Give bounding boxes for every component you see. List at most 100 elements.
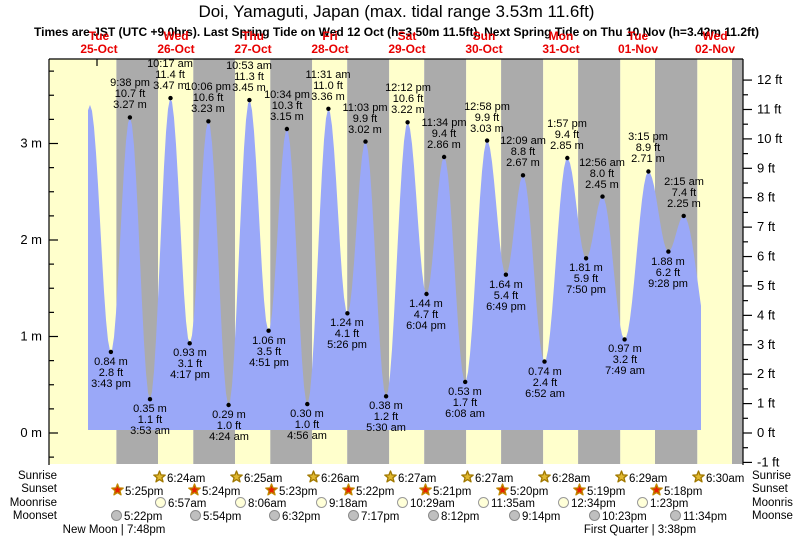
tide-label-line: 1:57 pm [547,118,587,130]
low-tide-label: 0.93 m 3.1 ft 4:17 pm [151,348,229,381]
day-weekday: Wed [702,29,728,43]
high-tide-label: 11:31 am 11.0 ft 3.36 m [289,70,367,103]
row-caption-sunset: Sunset [21,483,57,495]
low-tide-label: 1.24 m 4.1 ft 5:26 pm [308,318,386,351]
sunrise-item: 6:27am [461,470,513,486]
sunset-item: 5:25pm [111,483,163,499]
svg-text:2 m: 2 m [20,232,42,247]
moonset-item: 10:23pm [589,510,647,524]
sunrise-item: 6:30am [692,470,744,486]
row-caption-moonrise: Moonrise [9,497,57,509]
sunset-time: 5:19pm [587,486,626,498]
low-tide-label: 1.06 m 3.5 ft 4:51 pm [230,336,308,369]
sunrise-time: 6:26am [321,473,360,485]
high-tide-label: 11:34 pm 9.4 ft 2.86 m [405,118,483,151]
tide-label-line: 12:09 am [500,135,546,147]
tide-label-line: 6:08 am [445,408,485,420]
star-icon [153,470,166,483]
moonrise-item: 10:29am [397,497,455,511]
day-weekday: Sat [397,29,417,43]
tide-label-line: 0.29 m [212,409,246,421]
moonrise-icon [397,497,408,508]
star-icon [342,483,355,496]
moonrise-item: 6:57am [155,497,206,511]
tide-label-line: 4.1 ft [334,328,360,340]
sunset-item: 5:24pm [188,483,240,499]
sunset-item: 5:20pm [496,483,548,499]
day-date: 28-Oct [311,42,349,56]
high-tide-label: 1:57 pm 9.4 ft 2.85 m [528,119,606,152]
tide-label-line: 2.4 ft [532,377,558,389]
moonrise-item: 12:34pm [558,497,616,511]
moonrise-time: 9:18am [329,498,368,510]
moonrise-icon [316,497,327,508]
day-date: 31-Oct [542,42,580,56]
tide-label-line: 1.2 ft [373,411,399,423]
tide-label-line: 4:24 am [209,431,249,443]
tide-label-line: 3.2 ft [612,354,638,366]
moonrise-icon [155,497,166,508]
moonrise-icon [235,497,246,508]
svg-text:1 ft: 1 ft [757,396,775,411]
tide-label-line: 6:52 am [525,388,565,400]
day-date: 26-Oct [157,42,195,56]
moonset-time: 7:17pm [361,511,400,523]
sunset-time: 5:21pm [433,486,472,498]
tide-label-line: 8.0 ft [589,168,615,180]
low-tide-label: 1.88 m 6.2 ft 9:28 pm [629,257,707,290]
tide-extreme-dots [108,95,686,408]
tide-label-line: 10.7 ft [114,88,146,100]
moonset-time: 5:22pm [124,511,163,523]
high-tide-label: 12:58 pm 9.9 ft 3.03 m [448,102,526,135]
day-date: 29-Oct [388,42,426,56]
tide-label-line: 10:06 pm [185,81,231,93]
moonrise-item: 1:23pm [637,497,688,511]
low-tide-label: 0.53 m 1.7 ft 6:08 am [426,387,504,420]
tide-label-line: 3.15 m [270,111,304,123]
high-tide-label: 10:06 pm 10.6 ft 3.23 m [169,82,247,115]
tide-label-line: 2.8 ft [98,367,124,379]
tide-label-line: 9.4 ft [554,129,580,141]
sunset-item: 5:19pm [573,483,625,499]
tide-label-line: 1.81 m [569,262,603,274]
tide-label-line: 8.9 ft [635,142,661,154]
axes [48,58,744,465]
page-title: Doi, Yamaguti, Japan (max. tidal range 3… [198,2,595,21]
svg-text:9 ft: 9 ft [757,160,775,175]
tide-label-line: 2.71 m [631,153,665,165]
day-date: 27-Oct [234,42,272,56]
tide-label-line: 3.03 m [470,123,504,135]
tide-label-line: 5:26 pm [327,339,367,351]
moonset-icon [269,510,280,521]
tide-label-line: 0.35 m [133,403,167,415]
star-icon [538,470,551,483]
tide-label-line: 0.38 m [369,400,403,412]
sunset-time: 5:23pm [279,486,318,498]
high-tide-label: 10:53 am 11.3 ft 3.45 m [210,61,288,94]
day-date: 30-Oct [465,42,503,56]
moonset-icon [428,510,439,521]
moonrise-time: 1:23pm [650,498,689,510]
moonset-icon [589,510,600,521]
tide-label-line: 7:49 am [605,365,645,377]
tide-label-line: 0.97 m [608,343,642,355]
tide-label-line: 10:53 am [226,60,272,72]
low-tide-label: 0.38 m 1.2 ft 5:30 am [347,401,425,434]
day-date: 02-Nov [694,42,735,56]
svg-text:8 ft: 8 ft [757,190,775,205]
tide-label-line: 10:17 am [147,58,193,70]
day-label: Sun 30-Oct [445,30,523,56]
sunrise-item: 6:28am [538,470,590,486]
tide-label-line: 3:43 pm [91,378,131,390]
star-icon [111,483,124,496]
tide-label-line: 7.4 ft [671,187,697,199]
high-tide-label: 12:09 am 8.8 ft 2.67 m [484,136,562,169]
svg-text:1 m: 1 m [20,329,42,344]
tide-area [88,98,701,430]
row-caption-sunrise: Sunrise [18,470,57,482]
moonset-item: 5:54pm [190,510,241,524]
moonset-time: 9:14pm [522,511,561,523]
day-weekday: Fri [322,29,338,43]
chart-subtitle: Times are JST (UTC +9.0hrs). Last Spring… [34,25,759,39]
